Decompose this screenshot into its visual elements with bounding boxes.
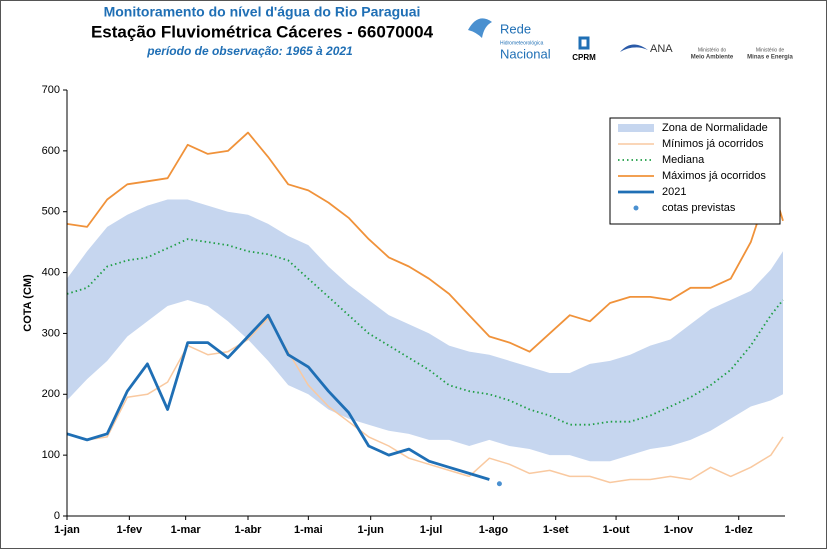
series-line bbox=[66, 313, 490, 481]
legend-box bbox=[609, 117, 781, 225]
x-tick-label: 1-jul bbox=[420, 524, 443, 536]
logo-text: Hidrometeorológica bbox=[500, 40, 544, 46]
logo-text: Ministério do bbox=[698, 47, 727, 53]
y-tick-label: 400 bbox=[42, 266, 60, 278]
chart-subtitle: Estação Fluviométrica Cáceres - 66070004 bbox=[91, 22, 434, 41]
y-tick-label: 200 bbox=[42, 388, 60, 400]
logo-text: Rede bbox=[500, 21, 531, 36]
logos: Rede Hidrometeorológica Nacional CPRM AN… bbox=[468, 18, 794, 62]
x-tick-label: 1-ago bbox=[479, 524, 509, 536]
y-tick-label: 300 bbox=[42, 327, 60, 339]
logo-text: ANA bbox=[650, 43, 673, 55]
logo-text: Nacional bbox=[500, 46, 551, 61]
legend-label: Zona de Normalidade bbox=[662, 122, 768, 134]
y-tick-label: 600 bbox=[42, 145, 60, 157]
x-tick-label: 1-set bbox=[543, 524, 569, 536]
x-tick-label: 1-mar bbox=[171, 524, 202, 536]
x-tick-label: 1-abr bbox=[235, 524, 263, 536]
legend-label: 2021 bbox=[662, 186, 686, 198]
logo-text: Ministério de bbox=[756, 47, 785, 53]
x-tick-label: 1-dez bbox=[725, 524, 754, 536]
x-tick-label: 1-nov bbox=[664, 524, 694, 536]
x-tick-label: 1-jan bbox=[54, 524, 80, 536]
legend: Zona de Normalidade Mínimos já ocorridos M… bbox=[609, 117, 781, 225]
logo-icon bbox=[620, 44, 648, 52]
chart-title: Monitoramento do nível d'água do Rio Par… bbox=[104, 4, 421, 20]
legend-label: cotas previstas bbox=[662, 202, 736, 214]
x-tick-label: 1-mai bbox=[294, 524, 323, 536]
plot-area bbox=[66, 131, 784, 487]
legend-label: Mediana bbox=[662, 154, 705, 166]
y-tick-label: 0 bbox=[54, 510, 60, 522]
logo-icon bbox=[578, 36, 590, 50]
y-tick-label: 700 bbox=[42, 84, 60, 96]
series-line bbox=[66, 131, 784, 353]
legend-swatch bbox=[618, 124, 654, 132]
period: período de observação: 1965 à 2021 bbox=[146, 44, 353, 58]
y-tick-label: 500 bbox=[42, 206, 60, 218]
logo-text: CPRM bbox=[572, 53, 596, 62]
logo-icon bbox=[468, 18, 492, 38]
x-tick-label: 1-jun bbox=[358, 524, 385, 536]
logo-text: Minas e Energia bbox=[747, 55, 793, 61]
x-tick-label: 1-fev bbox=[117, 524, 144, 536]
x-tick-label: 1-out bbox=[603, 524, 630, 536]
series-line bbox=[66, 238, 784, 426]
legend-swatch bbox=[633, 205, 639, 211]
forecast-point bbox=[496, 481, 502, 487]
y-tick-label: 100 bbox=[42, 449, 60, 461]
legend-label: Mínimos já ocorridos bbox=[662, 138, 764, 150]
logo-text: Meio Ambiente bbox=[691, 55, 734, 61]
normal-zone bbox=[67, 199, 783, 462]
legend-label: Máximos já ocorridos bbox=[662, 170, 766, 182]
y-axis-label: COTA (CM) bbox=[22, 274, 34, 332]
